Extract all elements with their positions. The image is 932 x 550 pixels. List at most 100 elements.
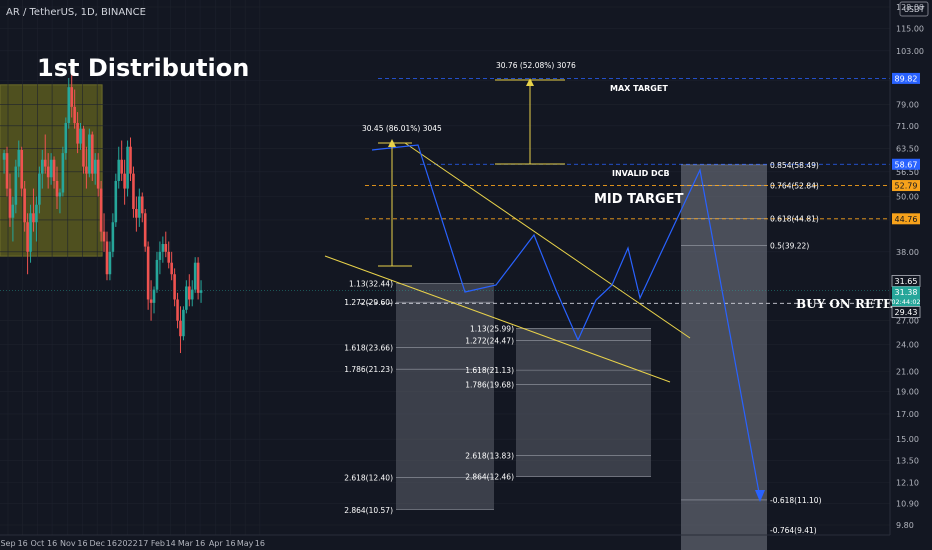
candle-body [38,173,41,205]
candle-body [67,87,71,123]
candle-body [185,286,188,310]
candle-body [193,262,197,290]
price-tick: 38.00 [896,248,919,257]
candle-body [14,166,18,205]
time-tick: Mar [178,539,194,548]
price-badge [892,213,920,225]
time-tick: 16 [47,539,57,548]
price-badge-text: 58.67 [895,160,918,169]
time-axis[interactable]: Sep 16 Oct 16 Nov 16 Dec 16 2022 17 Feb 14 Mar 16 Apr 1… [0,534,890,548]
upper-trendline [404,142,691,339]
candle-body [76,122,79,144]
candle-body [138,196,141,218]
fib-label-right: 0.5(39.22) [770,241,809,250]
time-tick: Nov [60,539,76,548]
fib-label-left: 1.272(29.60) [344,298,393,307]
price-badge-text: 29.43 [895,308,918,317]
candle-body [99,188,103,232]
measure-tools [378,78,565,267]
candle-body [179,320,182,337]
candle-body [170,262,173,275]
candle-body [52,159,56,181]
candle-body [114,180,118,223]
buy-on-retest-label: BUY ON RETEST [796,297,910,311]
time-tick: 14 [166,539,176,548]
candle-body [43,159,47,167]
candle-body [132,173,135,209]
fib-label-mid: 1.13(25.99) [470,324,514,333]
time-tick: 2022 [117,539,137,548]
candle-body [173,274,176,300]
candle-body [85,166,88,174]
candle-body [146,246,150,300]
price-tick: 17.00 [896,410,919,419]
price-badge [892,286,920,298]
candle-body [17,149,21,167]
candle-body [108,251,112,275]
price-tick: 21.00 [896,367,919,376]
candle-body [90,134,94,174]
time-tick: 16 [255,539,265,548]
candle-body [129,146,132,174]
candle-body [58,192,62,197]
candle-body [149,299,153,303]
candle-body [11,204,15,218]
fib-box-mid [516,328,651,477]
candle-body [152,289,156,303]
projection-line [371,144,761,499]
price-tick: 9.80 [896,521,914,530]
candle-body [167,251,171,263]
candle-body [111,222,115,252]
fib-label-mid: 1.786(19.68) [465,380,514,389]
price-badge [892,158,920,170]
candle-body [123,173,126,189]
measure-top-arrow [526,78,534,86]
price-badge-text: 89.82 [895,74,918,83]
price-tick: 10.90 [896,500,919,509]
candle-body [96,159,100,189]
price-tick: 19.00 [896,388,919,397]
candle-body [46,166,50,178]
candle-body [196,262,200,293]
candle-body [79,128,82,144]
time-tick: 16 [195,539,205,548]
candle-body [82,128,85,167]
price-tick: 103.00 [896,47,924,56]
candle-body [158,251,162,260]
price-tick: 71.00 [896,122,919,131]
fib-label-right: 0.618(44.81) [770,215,819,224]
fib-label-left: 2.618(12.40) [344,474,393,483]
candle-body [105,241,109,275]
time-tick: Feb [151,539,165,548]
candle-body [161,244,165,252]
invalid-dcb-label: INVALID DCB [612,169,670,178]
distribution-label: 1st Distribution [37,54,249,82]
time-tick: 16 [77,539,87,548]
price-tick: 15.00 [896,435,919,444]
candle-body [64,122,68,154]
price-tick: 63.50 [896,144,919,153]
candle-body [176,299,179,321]
price-tick: 79.00 [896,100,919,109]
candle-body [102,231,106,242]
fib-label-left: 1.618(23.66) [344,343,393,352]
currency-button[interactable] [899,1,929,17]
candle-body [35,204,38,223]
candle-body [5,153,9,189]
candle-body [199,290,203,293]
time-tick: May [237,539,254,548]
price-tick: 13.50 [896,456,919,465]
price-tick: 115.00 [896,25,924,34]
time-tick: 16 [18,539,28,548]
candle-body [126,146,129,189]
fib-labels: 1.13(32.44) 1.272(29.60) 1.618(23.66) 1.786… [344,161,821,535]
projection-path [371,144,765,502]
candle-body [41,159,44,174]
price-badge-text: 52.79 [895,182,918,191]
candle-body [26,222,29,252]
lower-trendline [324,255,671,383]
symbol-header[interactable]: AR / TetherUS, 1D, BINANCE [6,7,146,18]
